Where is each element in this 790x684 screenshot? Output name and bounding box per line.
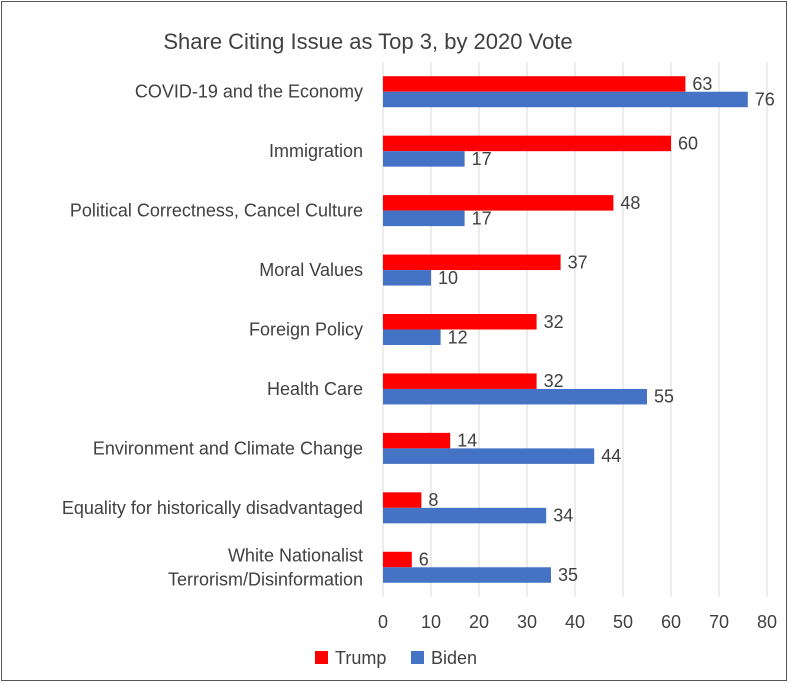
bar-biden: [383, 507, 547, 524]
category-label: Equality for historically disadvantaged: [62, 498, 363, 518]
chart-title: Share Citing Issue as Top 3, by 2020 Vot…: [163, 29, 572, 54]
x-tick-label: 20: [469, 612, 489, 632]
category-label: Immigration: [269, 141, 363, 161]
category-label: Moral Values: [259, 260, 363, 280]
x-tick-label: 60: [661, 612, 681, 632]
data-label-biden: 17: [472, 149, 492, 169]
data-label-trump: 32: [544, 371, 564, 391]
category-label: White Nationalist: [228, 545, 363, 565]
x-tick-label: 10: [421, 612, 441, 632]
data-label-biden: 55: [654, 387, 674, 407]
category-labels: COVID-19 and the Economy Immigration Polit…: [62, 82, 363, 590]
data-label-biden: 35: [558, 565, 578, 585]
bar-trump: [383, 195, 614, 211]
bar-trump: [383, 373, 537, 389]
data-label-trump: 63: [692, 74, 712, 94]
category-label: COVID-19 and the Economy: [135, 82, 363, 102]
data-label-trump: 6: [419, 550, 429, 570]
data-label-trump: 37: [568, 252, 588, 272]
data-label-biden: 76: [755, 89, 775, 109]
x-tick-label: 70: [709, 612, 729, 632]
data-label-biden: 17: [472, 208, 492, 228]
data-label-biden: 10: [438, 268, 458, 288]
bar-biden: [383, 270, 431, 286]
data-label-trump: 60: [678, 133, 698, 153]
data-label-biden: 34: [553, 506, 573, 526]
data-label-trump: 14: [457, 431, 477, 451]
category-label: Terrorism/Disinformation: [168, 569, 363, 589]
data-label-biden: 44: [601, 446, 621, 466]
x-tick-label: 50: [613, 612, 633, 632]
bar-biden: [383, 151, 465, 167]
legend-label-biden: Biden: [431, 648, 477, 668]
x-tick-label: 80: [757, 612, 777, 632]
x-tick-label: 0: [378, 612, 388, 632]
data-label-trump: 48: [620, 193, 640, 213]
legend-swatch-biden: [411, 651, 424, 664]
legend: Trump Biden: [315, 648, 477, 668]
bar-trump: [383, 76, 686, 92]
category-label: Health Care: [267, 379, 363, 399]
bar-biden: [383, 91, 748, 108]
bar-trump: [383, 432, 451, 449]
bar-trump: [383, 135, 671, 152]
x-axis-ticks: 0 10 20 30 40 50 60 70 80: [378, 612, 777, 632]
bar-trump: [383, 551, 412, 568]
bars-group: 63 76 60 17 48 17 37 10 32 12 32 55 14 44 8 34 6 35: [383, 74, 775, 585]
category-label: Environment and Climate Change: [93, 438, 363, 458]
bar-biden: [383, 448, 595, 464]
bar-trump: [383, 492, 422, 508]
data-label-biden: 12: [448, 327, 468, 347]
data-label-trump: 8: [428, 490, 438, 510]
category-label: Political Correctness, Cancel Culture: [70, 201, 363, 221]
data-label-trump: 32: [544, 312, 564, 332]
x-tick-label: 40: [565, 612, 585, 632]
bar-biden: [383, 567, 551, 583]
bar-trump: [383, 254, 561, 271]
legend-swatch-trump: [315, 651, 328, 664]
bar-trump: [383, 314, 537, 330]
category-label: Foreign Policy: [249, 320, 363, 340]
x-tick-label: 30: [517, 612, 537, 632]
legend-label-trump: Trump: [335, 648, 386, 668]
bar-biden: [383, 210, 465, 227]
bar-biden: [383, 329, 441, 345]
bar-biden: [383, 388, 647, 405]
